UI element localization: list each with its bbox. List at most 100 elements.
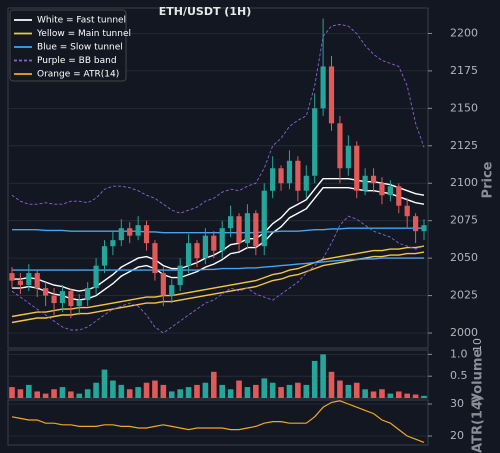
volume-bar [303,384,310,398]
candle-body [228,216,234,229]
candle-body [160,273,166,296]
volume-axis-label: Volume [471,349,486,404]
candle-body [270,168,276,191]
candle-body [34,273,40,289]
candle-body [177,265,183,286]
overlay-line [12,257,424,271]
candle-body [244,213,251,244]
volume-bar [34,391,41,398]
y-axis-label: Price [481,161,496,198]
legend-label: Blue = Slow tunnel [37,43,123,53]
marks [9,18,427,443]
candle-body [194,243,200,259]
volume-bar [269,382,276,398]
volume-offset-label: 10 [471,338,484,352]
overlay-line [11,215,425,334]
volume-bar [9,387,15,398]
volume-panel [7,349,429,399]
volume-bar [253,384,259,398]
y-tick-label: 2075 [450,214,478,227]
volume-bar [202,382,209,398]
candle-body [253,213,259,247]
candle-body [412,216,419,232]
candle-body [278,168,284,184]
atr-line [11,400,425,443]
candle-body [219,228,225,251]
volume-bar [51,389,57,398]
candle-body [286,160,293,184]
y-tick-label: 0.5 [450,369,468,382]
volume-bar [236,380,242,398]
volume-bar [17,389,24,398]
volume-bar [26,384,32,398]
atr-panel [7,399,429,446]
volume-bar [261,378,268,398]
legend-label: Yellow = Main tunnel [36,29,131,39]
candle-body [68,291,74,307]
candle-body [404,205,410,217]
candle-body [421,225,427,232]
candle-body [211,235,217,251]
atr-axis-label: ATR(14) [471,395,486,453]
y-tick-label: 30 [450,397,464,410]
candle-body [354,145,360,191]
volume-bar [118,384,125,398]
volume-bar [370,391,377,398]
candle-body [295,160,301,191]
volume-bar [337,380,343,398]
candle-body [362,175,368,191]
candle-body [236,216,242,244]
volume-bar [76,393,83,398]
candle-body [51,295,57,304]
volume-bar [412,394,419,398]
candle-body [387,186,393,196]
volume-bar [194,384,200,398]
candle-body [9,273,15,281]
volume-bar [244,387,251,398]
y-tick-label: 2125 [450,139,478,152]
y-tick-label: 2000 [450,326,478,339]
y-tick-label: 1.0 [450,347,468,360]
volume-bar [160,384,167,398]
y-tick-label: 2150 [450,101,478,114]
candle-body [328,66,335,124]
volume-bar [135,387,141,398]
candle-body [396,186,402,206]
volume-bar [227,389,234,398]
volume-bar [278,387,284,398]
volume-bar [126,389,133,398]
candle-body [320,66,326,109]
volume-bar [101,369,108,398]
volume-bar [219,384,226,398]
axes: 2000 2025 2050 2075 2100 2125 2150 2175 2200 0.5 1… [428,26,478,442]
volume-bar [295,382,301,398]
volume-bar [404,393,410,398]
volume-bar [68,391,74,398]
candle-body [169,285,175,296]
volume-bar [110,380,116,398]
volume-bar [177,389,183,398]
volume-bar [42,393,49,398]
volume-bar [210,371,217,398]
candle-body [127,228,133,236]
volume-bar [152,380,158,398]
legend-box [9,9,127,82]
price-panel [7,7,429,349]
candle-body [85,288,91,301]
volume-bar [168,391,175,398]
volume-bar [362,389,368,398]
volume-bar [59,387,66,398]
candle-body [370,175,377,184]
candle-body [135,225,141,236]
overlay-line [11,245,425,318]
candle-body [152,243,158,274]
volume-bar [379,389,385,398]
volume-bar [311,360,318,398]
y-tick-label: 2100 [450,176,478,189]
volume-bar [84,389,91,398]
candle-body [26,273,32,286]
chart-title: ETH/USDT (1H) [159,5,251,18]
candle-body [185,243,192,266]
y-tick-label: 2175 [450,64,478,77]
